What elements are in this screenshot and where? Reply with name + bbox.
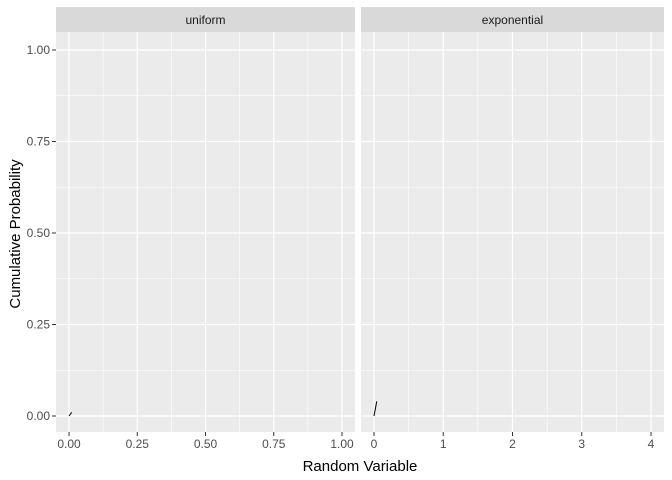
x-tick-label: 4 xyxy=(648,437,655,451)
x-tick-label: 1.00 xyxy=(330,437,354,451)
facet-strip xyxy=(56,7,355,32)
x-tick-label: 0.75 xyxy=(262,437,286,451)
y-tick-label: 1.00 xyxy=(27,43,51,57)
facet-strip-label: exponential xyxy=(482,13,543,27)
x-tick-label: 0.50 xyxy=(194,437,218,451)
x-axis-title: Random Variable xyxy=(303,458,418,475)
x-tick-label: 0.00 xyxy=(57,437,81,451)
y-axis-title: Cumulative Probability xyxy=(7,159,24,309)
cdf-line xyxy=(373,401,378,417)
x-tick-label: 0 xyxy=(371,437,378,451)
facet-panel-uniform: uniform 0.00 0.25 0.50 0.75 1.00 0.00 0.25 0.50 0… xyxy=(27,7,355,451)
y-tick-label: 0.25 xyxy=(27,318,51,332)
y-tick-label: 0.50 xyxy=(27,226,51,240)
x-tick-label: 2 xyxy=(509,437,516,451)
cdf-line xyxy=(68,412,73,417)
y-tick-label: 0.00 xyxy=(27,409,51,423)
facet-panels: uniform 0.00 0.25 0.50 0.75 1.00 0.00 0.25 0.50 0… xyxy=(27,7,664,451)
facet-strip-label: uniform xyxy=(185,13,225,27)
x-tick-label: 3 xyxy=(578,437,585,451)
x-tick-label: 0.25 xyxy=(126,437,150,451)
x-tick-label: 1 xyxy=(440,437,447,451)
facet-strip xyxy=(361,7,664,32)
y-tick-label: 0.75 xyxy=(27,135,51,149)
facet-panel-exponential: exponential 0 1 2 3 4 xyxy=(361,7,664,451)
